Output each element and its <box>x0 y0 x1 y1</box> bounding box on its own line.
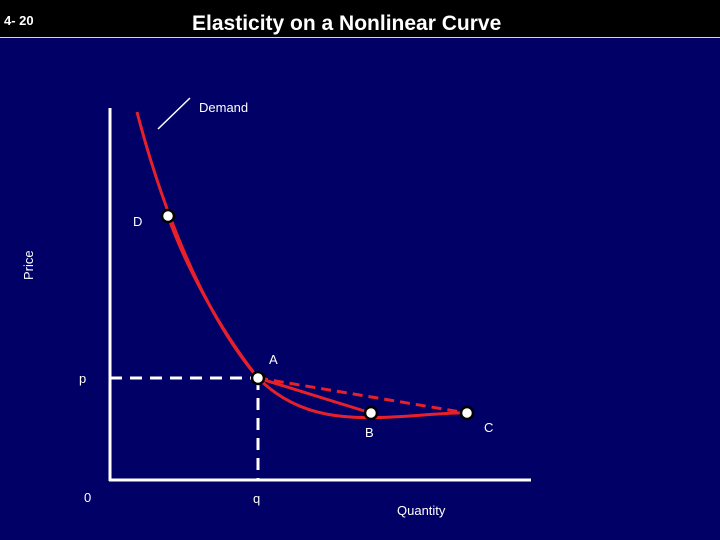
slide-header: 4- 20 Elasticity on a Nonlinear Curve <box>0 0 720 38</box>
point-d-marker <box>160 208 176 224</box>
x-axis-label: Quantity <box>397 503 446 518</box>
chord-d-a <box>166 215 260 379</box>
y-axis-label: Price <box>21 250 36 280</box>
slide-number: 4- 20 <box>4 13 34 28</box>
chord-a-c <box>257 376 468 415</box>
point-a-label: A <box>269 352 278 367</box>
point-c-label: C <box>484 420 494 435</box>
point-d-label: D <box>133 214 143 229</box>
price-p-label: p <box>79 371 87 386</box>
chord-a-b <box>257 376 372 415</box>
demand-curve <box>135 111 468 420</box>
point-a-marker <box>250 370 266 386</box>
header-rule <box>0 37 720 38</box>
quantity-q-label: q <box>253 491 261 506</box>
demand-label: Demand <box>199 100 249 115</box>
point-b-marker <box>363 405 379 421</box>
point-b-label: B <box>365 425 374 440</box>
point-c-marker <box>459 405 475 421</box>
slide-title: Elasticity on a Nonlinear Curve <box>192 12 502 35</box>
origin-label: 0 <box>84 490 92 505</box>
demand-pointer-line <box>157 97 191 130</box>
